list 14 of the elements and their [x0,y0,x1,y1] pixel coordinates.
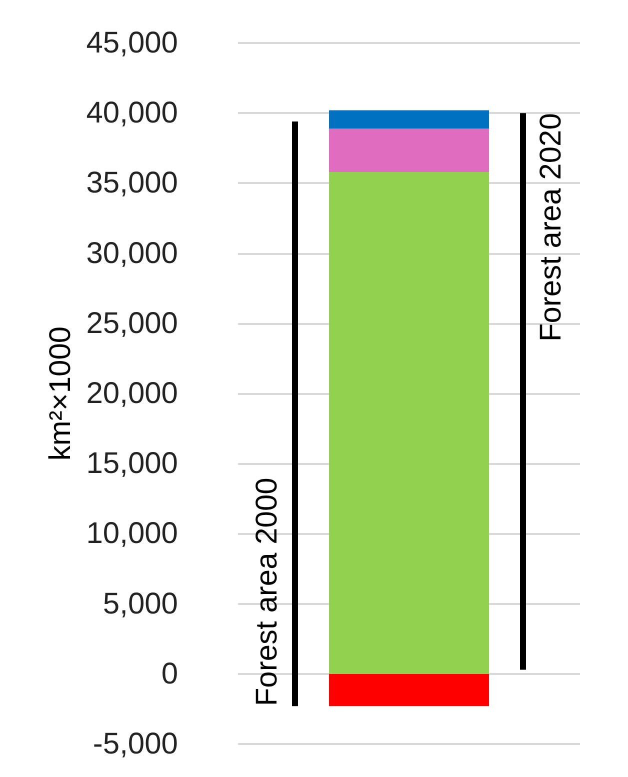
y-tick-label: 45,000 [86,26,178,60]
y-tick-label: 25,000 [86,306,178,340]
text: Forest area 2020 [534,113,568,342]
y-axis-title: km²×1000 [44,326,77,461]
y-tick-label: -5,000 [92,728,178,760]
y-tick-label: 10,000 [86,517,178,550]
y-tick-label: 15,000 [86,447,178,480]
y-tick-label: 40,000 [86,96,178,130]
y-tick-label: 20,000 [86,377,178,410]
y-tick-label: 35,000 [86,166,178,200]
y-tick-label: 5,000 [102,587,178,620]
y-tick-label: 0 [161,657,178,690]
text: Forest area 2000 [250,478,284,706]
y-tick-label: 30,000 [86,236,178,270]
